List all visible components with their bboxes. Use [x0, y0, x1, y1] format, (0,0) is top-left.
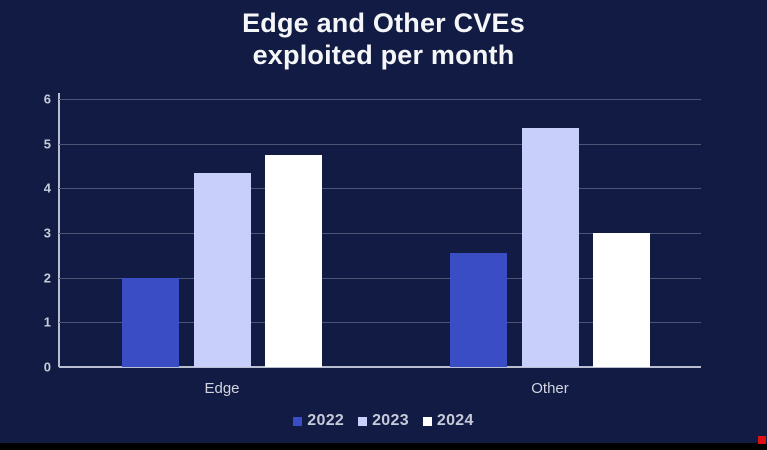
- gridline-y-4: [59, 188, 701, 190]
- legend-swatch-2022: [293, 416, 303, 426]
- bar-other-2022: [449, 253, 507, 367]
- legend-item-2024: 2024: [422, 412, 474, 430]
- y-axis-line: [58, 93, 60, 367]
- gridline-y-5: [59, 143, 701, 145]
- chart-legend: 2022 2023 2024: [0, 412, 767, 430]
- y-tick-label-0: 0: [43, 359, 51, 375]
- chart-title: Edge and Other CVEs exploited per month: [0, 8, 767, 72]
- bar-edge-2023: [193, 172, 251, 367]
- plot-area: 0 1 2 3 4 5 6 Edge Other: [44, 92, 701, 397]
- legend-swatch-2024: [422, 416, 432, 426]
- bar-edge-2024: [265, 154, 323, 367]
- bar-edge-2022: [121, 277, 179, 367]
- y-tick-label-6: 6: [43, 91, 51, 107]
- gridline-y-6: [59, 99, 701, 100]
- y-tick-label-1: 1: [43, 314, 51, 330]
- bar-other-2024: [593, 233, 651, 367]
- x-category-label-other: Other: [531, 380, 569, 397]
- legend-item-2023: 2023: [358, 412, 409, 430]
- legend-label-2023: 2023: [372, 412, 409, 429]
- gridline-y-0: [59, 366, 701, 368]
- chart-title-line2: exploited per month: [252, 39, 515, 70]
- bottom-strip: [0, 443, 767, 450]
- gridline-y-2: [59, 277, 701, 279]
- legend-label-2024: 2024: [436, 412, 474, 429]
- bar-other-2023: [521, 128, 579, 367]
- gridline-y-3: [59, 233, 701, 234]
- y-tick-label-3: 3: [43, 225, 51, 241]
- x-category-label-edge: Edge: [204, 380, 240, 397]
- legend-swatch-2023: [358, 416, 368, 426]
- record-dot: [758, 436, 766, 444]
- legend-label-2022: 2022: [307, 412, 345, 429]
- y-tick-label-2: 2: [43, 270, 51, 286]
- y-tick-label-5: 5: [43, 136, 51, 152]
- gridline-y-1: [59, 322, 701, 324]
- y-tick-label-4: 4: [43, 180, 51, 196]
- legend-item-2022: 2022: [293, 412, 344, 430]
- chart-title-line1: Edge and Other CVEs: [242, 8, 525, 38]
